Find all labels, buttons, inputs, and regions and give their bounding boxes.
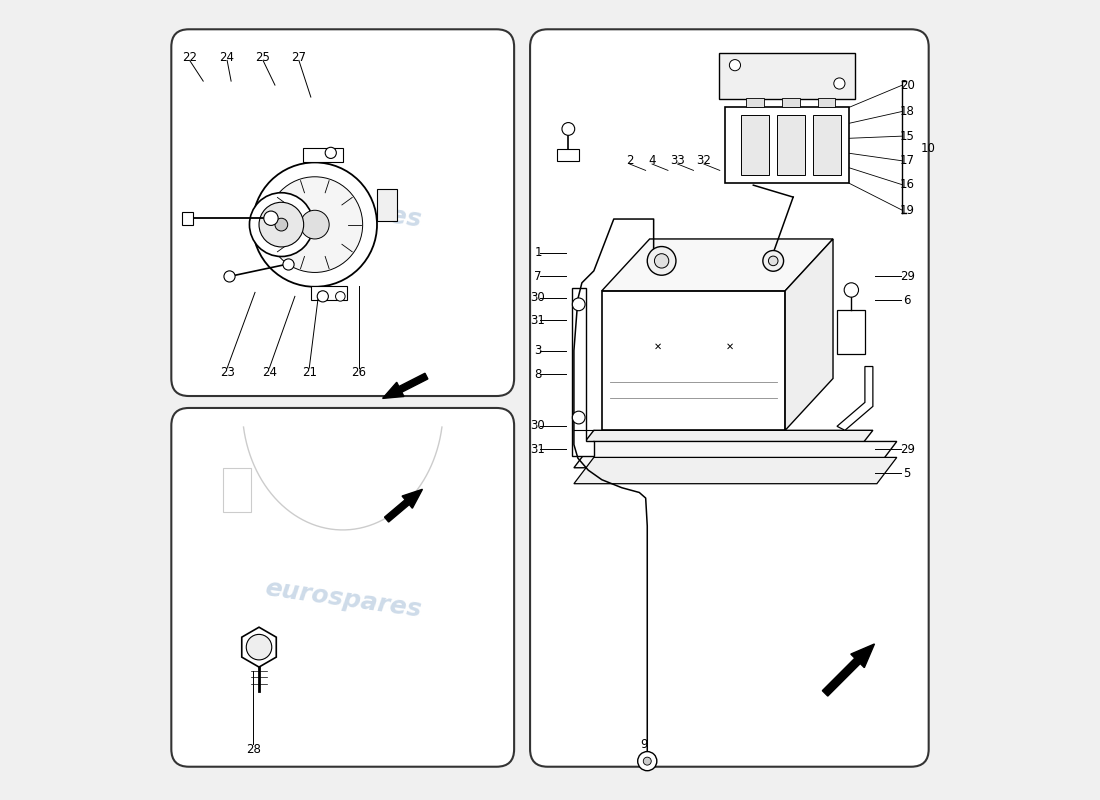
Circle shape <box>258 202 304 247</box>
Text: 17: 17 <box>900 154 915 167</box>
Text: 30: 30 <box>530 291 546 305</box>
Circle shape <box>275 218 288 231</box>
Text: 29: 29 <box>900 443 915 456</box>
Circle shape <box>246 634 272 660</box>
Text: 15: 15 <box>900 130 914 142</box>
FancyArrow shape <box>383 374 428 398</box>
Text: ✕: ✕ <box>653 342 662 351</box>
Polygon shape <box>572 288 594 456</box>
Circle shape <box>267 177 363 273</box>
Circle shape <box>763 250 783 271</box>
Circle shape <box>729 59 740 70</box>
Circle shape <box>283 259 294 270</box>
Text: eurospares: eurospares <box>263 186 422 231</box>
Polygon shape <box>574 458 896 484</box>
Circle shape <box>654 254 669 268</box>
Bar <box>462 95 471 121</box>
FancyBboxPatch shape <box>530 30 928 766</box>
Text: 8: 8 <box>535 368 541 381</box>
Text: 22: 22 <box>183 50 197 64</box>
Polygon shape <box>574 430 873 456</box>
Text: 9: 9 <box>640 738 648 751</box>
Bar <box>725 107 849 183</box>
Polygon shape <box>242 627 276 667</box>
Bar <box>182 212 192 225</box>
Bar <box>302 148 343 162</box>
Polygon shape <box>785 239 833 430</box>
Bar <box>223 468 251 512</box>
Text: 10: 10 <box>921 142 936 155</box>
Bar <box>486 95 494 121</box>
Text: 16: 16 <box>900 178 915 191</box>
Text: 30: 30 <box>530 419 546 432</box>
Bar <box>746 98 763 107</box>
Bar <box>813 115 842 175</box>
Circle shape <box>644 757 651 765</box>
Text: 26: 26 <box>351 366 366 378</box>
Text: 1: 1 <box>535 246 542 259</box>
Polygon shape <box>837 366 873 430</box>
Text: 31: 31 <box>530 314 546 326</box>
Bar <box>818 98 835 107</box>
Text: 19: 19 <box>900 204 915 217</box>
Bar <box>782 98 800 107</box>
Bar <box>778 115 805 175</box>
Text: 31: 31 <box>530 443 546 456</box>
Text: 29: 29 <box>900 270 915 283</box>
Bar <box>311 286 346 300</box>
FancyArrow shape <box>823 644 874 696</box>
Bar <box>459 85 503 129</box>
Text: 25: 25 <box>255 50 271 64</box>
Circle shape <box>317 290 329 302</box>
Circle shape <box>844 283 858 297</box>
Circle shape <box>224 271 235 282</box>
Text: 20: 20 <box>900 78 914 91</box>
Polygon shape <box>602 239 833 290</box>
Text: 6: 6 <box>903 294 911 307</box>
Circle shape <box>326 147 337 158</box>
Bar <box>377 189 397 221</box>
Bar <box>741 115 769 175</box>
Text: eurospares: eurospares <box>646 417 805 462</box>
Text: eurospares: eurospares <box>263 577 422 622</box>
FancyBboxPatch shape <box>172 408 514 766</box>
Text: 7: 7 <box>535 270 542 283</box>
Circle shape <box>834 78 845 89</box>
Circle shape <box>562 122 574 135</box>
Text: 2: 2 <box>626 154 634 167</box>
Text: 5: 5 <box>903 467 911 480</box>
FancyArrow shape <box>385 490 422 522</box>
Circle shape <box>769 256 778 266</box>
Circle shape <box>264 211 278 226</box>
Text: 4: 4 <box>648 154 656 167</box>
Circle shape <box>572 411 585 424</box>
Circle shape <box>253 162 377 286</box>
Bar <box>558 149 580 161</box>
Bar <box>837 310 865 354</box>
Text: 24: 24 <box>220 50 234 64</box>
Bar <box>602 290 785 430</box>
Text: 21: 21 <box>301 366 317 378</box>
Text: 27: 27 <box>292 50 307 64</box>
Circle shape <box>647 246 676 275</box>
Text: 33: 33 <box>670 154 685 167</box>
Text: 3: 3 <box>535 344 541 357</box>
Text: 18: 18 <box>900 105 914 118</box>
Polygon shape <box>574 442 896 468</box>
Bar <box>474 95 482 121</box>
Circle shape <box>250 193 314 257</box>
Text: 28: 28 <box>246 742 261 756</box>
FancyBboxPatch shape <box>172 30 514 396</box>
Circle shape <box>336 291 345 301</box>
Circle shape <box>300 210 329 239</box>
Circle shape <box>638 751 657 770</box>
Text: ✕: ✕ <box>725 342 734 351</box>
Bar <box>719 54 856 99</box>
Circle shape <box>572 298 585 310</box>
Text: 23: 23 <box>220 366 234 378</box>
Text: 24: 24 <box>262 366 277 378</box>
Text: 32: 32 <box>696 154 712 167</box>
